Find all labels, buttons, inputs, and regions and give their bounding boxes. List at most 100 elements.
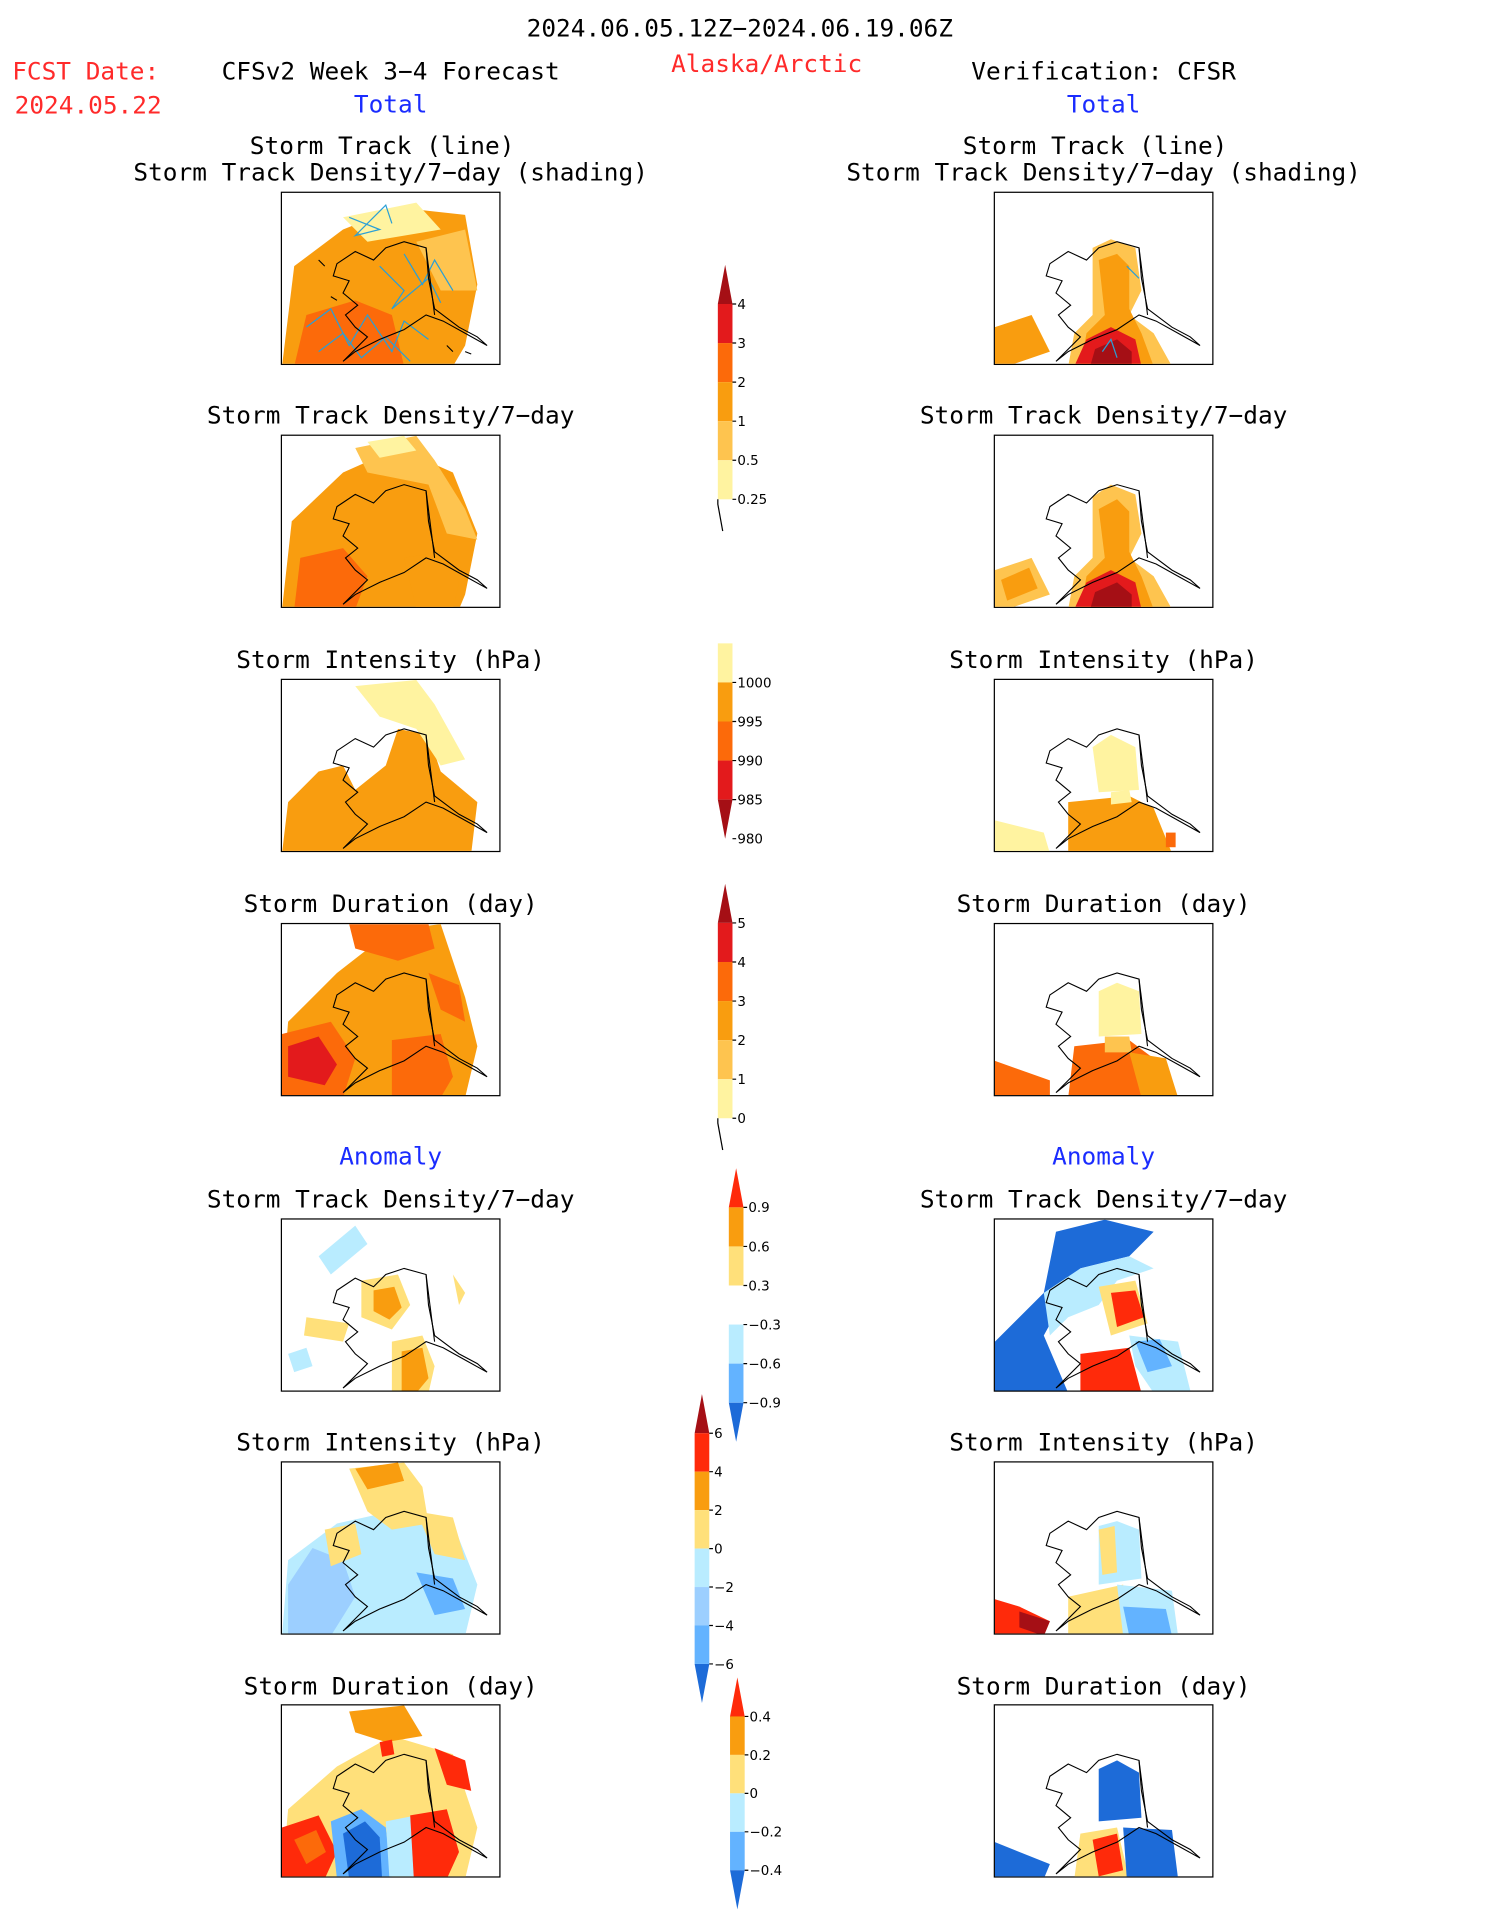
colorbar-tick-label: −0.6 — [748, 1358, 781, 1373]
colorbar-tick-label: 0 — [714, 1542, 723, 1557]
title-density-anom-left: Storm Track Density/7−day — [206, 1184, 575, 1214]
colorbar-segment — [717, 1040, 733, 1080]
colorbar-duration-anomaly: 0.4 0.2 0 −0.2 −0.4 — [730, 1677, 783, 1910]
map-fcst-intensity-total — [280, 678, 501, 853]
colorbar-arrow-bottom — [728, 1402, 744, 1442]
colorbar-tick-label: 1 — [737, 415, 746, 430]
model-title: CFSv2 Week 3−4 Forecast — [221, 56, 560, 86]
colorbar-tick-label: 990 — [737, 754, 763, 769]
title-intensity-anom-right: Storm Intensity (hPa) — [949, 1427, 1258, 1457]
colorbar-tick-label: 4 — [737, 956, 746, 971]
colorbar-segment — [730, 1793, 745, 1832]
colorbar-tick-label: 1 — [737, 1073, 746, 1088]
map-fcst-intensity-anom — [280, 1461, 501, 1635]
colorbar-tick-label: 4 — [714, 1466, 723, 1481]
colorbar-segment — [730, 1716, 745, 1755]
colorbar-segment — [694, 1471, 710, 1511]
map-fcst-duration-total — [280, 922, 501, 1097]
colorbar-tick-label: −6 — [714, 1658, 734, 1673]
colorbar-segment — [717, 303, 733, 344]
colorbar-segment — [728, 1246, 744, 1286]
colorbar-arrow-bottom — [694, 1663, 710, 1704]
colorbar-segment — [728, 1363, 744, 1403]
colorbar-arrow-top — [717, 264, 733, 304]
title-track-shading-left: Storm Track Density/7−day (shading) — [133, 157, 648, 187]
title-track-line-left: Storm Track (line) — [249, 130, 515, 160]
colorbar-segment — [717, 643, 733, 683]
colorbar-tail — [717, 499, 724, 532]
colorbar-intensity-total: 1000 995 990 985 980 — [717, 643, 771, 848]
colorbar-segment — [730, 1831, 745, 1871]
colorbar-segment — [694, 1433, 710, 1472]
colorbar-segment — [694, 1548, 710, 1588]
colorbar-segment — [728, 1207, 744, 1247]
colorbar-tick-label: 0.5 — [737, 454, 758, 469]
map-cfsr-intensity-total — [993, 678, 1214, 853]
title-intensity-right: Storm Intensity (hPa) — [949, 644, 1258, 674]
title-density-right: Storm Track Density/7−day — [919, 400, 1288, 430]
colorbar-segment — [728, 1285, 744, 1325]
map-cfsr-intensity-anom — [993, 1461, 1214, 1635]
colorbar-tick-label: −0.9 — [748, 1397, 781, 1412]
colorbar-tick-label: 985 — [737, 794, 763, 809]
colorbar-intensity-anomaly: 6 4 2 0 −2 −4 −6 — [694, 1394, 734, 1704]
map-cfsr-duration-anom — [993, 1704, 1214, 1878]
colorbar-tick-label: 5 — [737, 917, 746, 932]
title-duration-anom-right: Storm Duration (day) — [956, 1671, 1251, 1701]
colorbar-segment — [730, 1754, 745, 1794]
map-cfsr-density-total — [993, 434, 1214, 608]
title-duration-right: Storm Duration (day) — [956, 888, 1251, 919]
colorbar-segment — [717, 961, 733, 1002]
total-label-right: Total — [1066, 89, 1141, 119]
title-density-left: Storm Track Density/7−day — [206, 400, 575, 430]
colorbar-tick-label: −2 — [714, 1581, 734, 1596]
map-fcst-density-total — [280, 434, 501, 608]
colorbar-tick-label: −0.3 — [748, 1318, 781, 1333]
colorbar-tick-label: 6 — [714, 1427, 723, 1442]
colorbar-segment — [694, 1587, 710, 1626]
colorbar-arrow-bottom — [717, 799, 733, 839]
colorbar-arrow-top — [694, 1394, 710, 1434]
verification-title: Verification: CFSR — [971, 56, 1236, 86]
colorbar-tick-label: −0.2 — [750, 1826, 783, 1841]
map-cfsr-density-anom — [993, 1218, 1214, 1392]
colorbar-segment — [717, 760, 733, 800]
colorbar-tick-label: 1000 — [737, 676, 771, 691]
colorbar-arrow-top — [717, 883, 733, 923]
colorbar-segment — [728, 1324, 744, 1364]
colorbar-arrow-top — [730, 1677, 745, 1717]
title-density-anom-right: Storm Track Density/7−day — [919, 1184, 1288, 1214]
map-fcst-density-anom — [280, 1218, 501, 1392]
colorbar-tick-label: 2 — [714, 1504, 723, 1519]
colorbar-segment — [694, 1510, 710, 1549]
colorbar-segment — [717, 721, 733, 761]
title-intensity-anom-left: Storm Intensity (hPa) — [236, 1427, 546, 1457]
colorbar-tick-label: 0.3 — [748, 1279, 769, 1294]
map-fcst-track-total — [280, 191, 501, 366]
colorbar-tick-label: 2 — [737, 376, 746, 391]
anomaly-label-right: Anomaly — [1052, 1141, 1156, 1171]
colorbar-tick-label: 3 — [737, 337, 746, 352]
region-title: Alaska/Arctic — [671, 48, 863, 79]
colorbar-tick-label: 980 — [737, 833, 763, 848]
colorbar-arrow-bottom — [730, 1870, 745, 1910]
colorbar-arrow-top — [728, 1168, 744, 1208]
colorbar-tick-label: 4 — [737, 298, 746, 313]
colorbar-segment — [717, 382, 733, 422]
colorbar-tick-label: −0.4 — [750, 1864, 783, 1879]
title-track-line-right: Storm Track (line) — [962, 130, 1228, 160]
map-cfsr-track-total — [993, 191, 1214, 366]
colorbar-density-anomaly: 0.9 0.6 0.3 −0.3 −0.6 −0.9 — [728, 1168, 781, 1442]
fcst-date-label: FCST Date: — [12, 56, 160, 86]
colorbar-tick-label: 2 — [737, 1034, 746, 1049]
colorbar-segment — [717, 922, 733, 962]
title-intensity-left: Storm Intensity (hPa) — [236, 644, 546, 674]
colorbar-segment — [717, 421, 733, 461]
period-title: 2024.06.05.12Z−2024.06.19.06Z — [526, 13, 953, 43]
colorbar-tick-label: 3 — [737, 995, 746, 1010]
colorbar-tick-label: 0.9 — [748, 1201, 769, 1216]
fcst-date-value: 2024.05.22 — [14, 90, 162, 120]
colorbar-segment — [717, 343, 733, 383]
title-duration-left: Storm Duration (day) — [243, 888, 538, 919]
